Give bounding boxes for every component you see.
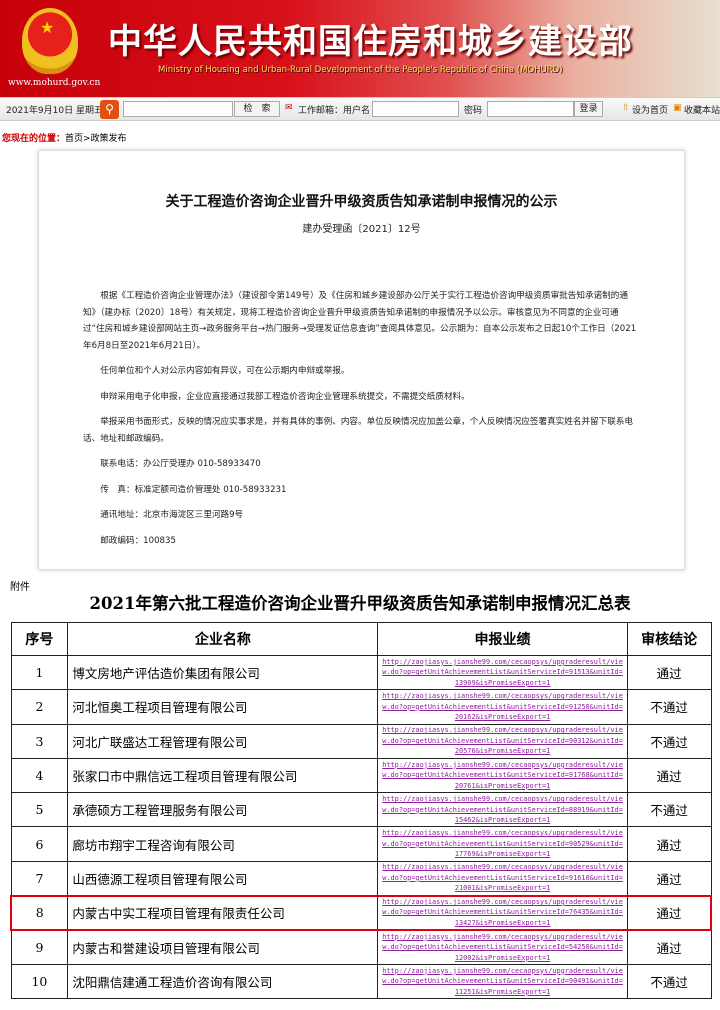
achievement-link[interactable]: http://zaojiasys.jianshe99.com/cecaopsys… [377, 826, 628, 862]
achievement-link[interactable]: http://zaojiasys.jianshe99.com/cecaopsys… [377, 894, 628, 931]
table-row: 5 承德硕方工程管理服务有限公司 http://zaojiasys.jianshe9… [10, 792, 712, 828]
company-name: 河北恒奥工程项目管理有限公司 [67, 689, 379, 725]
document-panel: 关于工程造价咨询企业晋升甲级资质告知承诺制申报情况的公示 建办受理函〔2021〕… [38, 150, 685, 570]
site-url: www.mohurd.gov.cn [8, 78, 101, 88]
login-button[interactable]: 登录 [574, 101, 603, 117]
toolbar: 2021年9月10日 星期五 ⚲ 检 索 ✉ 工作邮箱：用户名 密码 登录 ⇧ … [0, 97, 720, 121]
breadcrumb-path[interactable]: 首页>政策发布 [65, 134, 127, 144]
attachment-label: 附件 [10, 582, 30, 593]
document-number: 建办受理函〔2021〕12号 [302, 224, 421, 235]
achievement-link[interactable]: http://zaojiasys.jianshe99.com/cecaopsys… [377, 963, 628, 999]
review-result: 通过 [626, 826, 712, 862]
bookmark-link[interactable]: 收藏本站 [684, 106, 720, 116]
achievement-link[interactable]: http://zaojiasys.jianshe99.com/cecaopsys… [377, 860, 628, 897]
table-title: 2021年第六批工程造价咨询企业晋升甲级资质告知承诺制申报情况汇总表 [89, 594, 631, 613]
row-number: 9 [10, 929, 69, 965]
summary-table: 序号 企业名称 申报业绩 审核结论 1 博文房地产评估造价集团有限公司 http:/… [10, 622, 712, 999]
company-name: 博文房地产评估造价集团有限公司 [67, 654, 379, 691]
contact-address: 通讯地址：北京市海淀区三里河路9号 [100, 510, 244, 520]
set-home-link[interactable]: 设为首页 [632, 106, 669, 116]
review-result: 通过 [626, 860, 712, 897]
table-row: 7 山西德源工程项目管理有限公司 http://zaojiasys.jianshe9… [10, 860, 712, 897]
review-result: 不通过 [626, 792, 712, 828]
search-icon[interactable]: ⚲ [100, 100, 119, 119]
breadcrumb-label: 您现在的位置： [2, 134, 66, 144]
review-result: 通过 [626, 654, 712, 691]
company-name: 廊坊市翔宇工程咨询有限公司 [67, 826, 379, 862]
row-number: 7 [10, 860, 69, 897]
mail-username-label: 工作邮箱：用户名 [298, 106, 371, 116]
username-input[interactable] [372, 101, 459, 117]
column-header: 序号 [10, 622, 69, 656]
mail-icon: ✉ [285, 103, 293, 113]
company-name: 山西德源工程项目管理有限公司 [67, 860, 379, 897]
site-title: 中华人民共和国住房和城乡建设部 [108, 22, 633, 62]
paragraph: 申辩采用电子化申报，企业应直接通过我部工程造价咨询企业管理系统提交，不需提交纸质… [100, 391, 470, 402]
document-title: 关于工程造价咨询企业晋升甲级资质告知承诺制申报情况的公示 [165, 194, 558, 210]
row-number: 3 [10, 723, 69, 759]
table-row: 1 博文房地产评估造价集团有限公司 http://zaojiasys.jianshe… [10, 654, 712, 691]
bookmark-icon: ▣ [673, 103, 682, 113]
contact-phone: 联系电话：办公厅受理办 010-58933470 [100, 459, 261, 469]
site-english-title: Ministry of Housing and Urban-Rural Deve… [158, 65, 563, 75]
search-button[interactable]: 检 索 [234, 101, 280, 117]
table-row: 9 内蒙古和誉建设项目管理有限公司 http://zaojiasys.jianshe… [10, 929, 712, 965]
table-row: 4 张家口市中鼎信远工程项目管理有限公司 http://zaojiasys.jian… [10, 757, 712, 794]
achievement-link[interactable]: http://zaojiasys.jianshe99.com/cecaopsys… [377, 723, 628, 759]
table-row: 2 河北恒奥工程项目管理有限公司 http://zaojiasys.jianshe9… [10, 689, 712, 725]
review-result: 通过 [626, 929, 712, 965]
achievement-link[interactable]: http://zaojiasys.jianshe99.com/cecaopsys… [377, 689, 628, 725]
review-result: 通过 [626, 894, 712, 931]
achievement-link[interactable]: http://zaojiasys.jianshe99.com/cecaopsys… [377, 792, 628, 828]
company-name: 承德硕方工程管理服务有限公司 [67, 792, 379, 828]
table-row: 3 河北广联盛达工程管理有限公司 http://zaojiasys.jianshe9… [10, 723, 712, 759]
paragraph: 举报采用书面形式，反映的情况应实事求是，并有具体的事例、内容。单位反映情况应加盖… [83, 417, 634, 444]
achievement-link[interactable]: http://zaojiasys.jianshe99.com/cecaopsys… [377, 654, 628, 691]
row-number: 1 [10, 654, 69, 691]
row-number: 8 [10, 894, 69, 931]
column-header: 企业名称 [67, 622, 379, 656]
search-input[interactable] [123, 101, 233, 117]
national-emblem-icon: ★ [22, 8, 78, 74]
row-number: 4 [10, 757, 69, 794]
current-date: 2021年9月10日 星期五 [6, 106, 103, 116]
table-row: 8 内蒙古中实工程项目管理有限责任公司 http://zaojiasys.jians… [10, 894, 712, 931]
achievement-link[interactable]: http://zaojiasys.jianshe99.com/cecaopsys… [377, 929, 628, 965]
review-result: 通过 [626, 757, 712, 794]
review-result: 不通过 [626, 723, 712, 759]
company-name: 河北广联盛达工程管理有限公司 [67, 723, 379, 759]
company-name: 张家口市中鼎信远工程项目管理有限公司 [67, 757, 379, 794]
review-result: 不通过 [626, 963, 712, 999]
home-arrow-icon: ⇧ [622, 103, 630, 113]
row-number: 10 [10, 963, 69, 999]
site-banner: ★ www.mohurd.gov.cn 中华人民共和国住房和城乡建设部 Mini… [0, 0, 720, 97]
row-number: 2 [10, 689, 69, 725]
company-name: 沈阳鼎信建通工程造价咨询有限公司 [67, 963, 379, 999]
password-input[interactable] [487, 101, 574, 117]
column-header: 审核结论 [626, 622, 712, 656]
table-header-row: 序号 企业名称 申报业绩 审核结论 [10, 622, 712, 656]
row-number: 5 [10, 792, 69, 828]
paragraph: 任何单位和个人对公示内容如有异议，可在公示期内申辩或举报。 [100, 366, 350, 376]
company-name: 内蒙古和誉建设项目管理有限公司 [67, 929, 379, 965]
password-label: 密码 [464, 106, 483, 116]
breadcrumb: 您现在的位置：首页>政策发布 [2, 131, 127, 144]
table-row: 10 沈阳鼎信建通工程造价咨询有限公司 http://zaojiasys.jians… [10, 963, 712, 999]
company-name: 内蒙古中实工程项目管理有限责任公司 [67, 894, 379, 931]
row-number: 6 [10, 826, 69, 862]
document-body: 根据《工程造价咨询企业管理办法》（建设部令第149号）及《住房和城乡建设部办公厅… [83, 288, 639, 558]
paragraph: 根据《工程造价咨询企业管理办法》（建设部令第149号）及《住房和城乡建设部办公厅… [83, 291, 637, 351]
contact-fax: 传 真：标准定额司造价管理处 010-58933231 [100, 484, 287, 495]
column-header: 申报业绩 [377, 622, 628, 656]
achievement-link[interactable]: http://zaojiasys.jianshe99.com/cecaopsys… [377, 757, 628, 794]
review-result: 不通过 [626, 689, 712, 725]
contact-postcode: 邮政编码：100835 [100, 535, 176, 546]
table-row: 6 廊坊市翔宇工程咨询有限公司 http://zaojiasys.jianshe99… [10, 826, 712, 862]
